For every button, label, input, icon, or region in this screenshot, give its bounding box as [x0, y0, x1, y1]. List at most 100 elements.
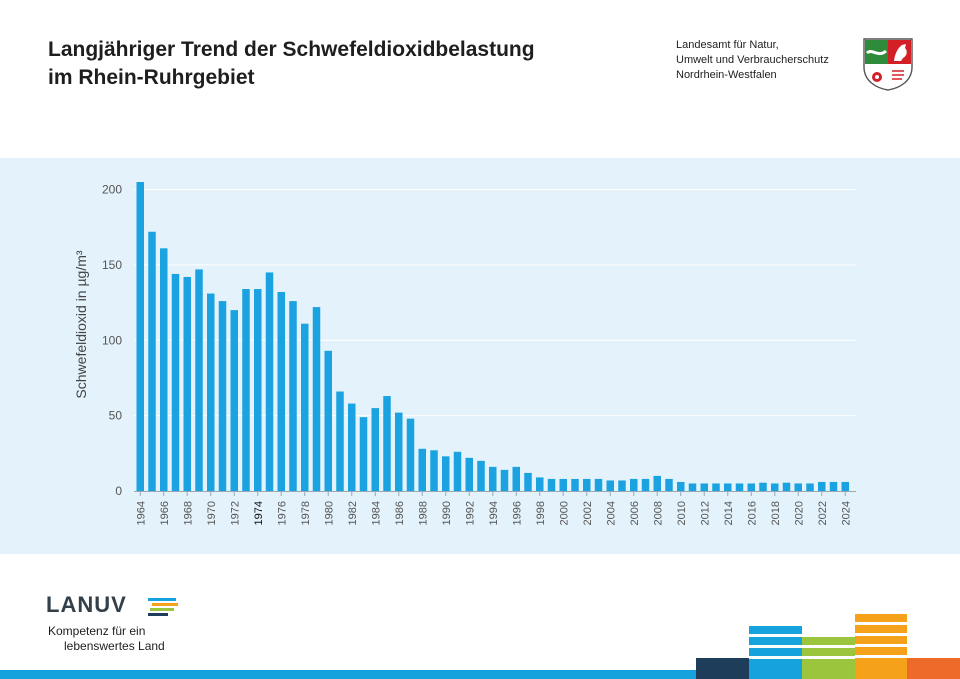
x-tick-label-2014: 2014: [723, 501, 735, 525]
x-tick-label-1970: 1970: [206, 501, 218, 525]
bar-1996: [512, 466, 520, 491]
title-line-1: Langjähriger Trend der Schwefeldioxidbel…: [48, 38, 535, 61]
bar-1990: [442, 456, 450, 491]
x-tick-label-2024: 2024: [840, 501, 852, 525]
tagline-line-1: Kompetenz für ein: [48, 624, 146, 638]
bar-1977: [289, 301, 297, 491]
page-title: Langjähriger Trend der Schwefeldioxidbel…: [48, 36, 648, 92]
bar-2016: [747, 483, 755, 491]
bar-1995: [500, 469, 509, 491]
bar-2000: [559, 478, 567, 491]
bar-1999: [547, 478, 556, 491]
bar-2020: [794, 483, 802, 491]
agency-line-3: Nordrhein-Westfalen: [676, 69, 777, 81]
bar-1975: [265, 272, 274, 491]
x-tick-label-1980: 1980: [323, 501, 335, 525]
x-tick-label-1998: 1998: [535, 501, 547, 525]
tagline-line-2: lebenswertes Land: [64, 639, 165, 653]
bar-2019: [782, 482, 791, 491]
bar-1992: [465, 457, 473, 491]
y-axis-label: Schwefeldioxid in µg/m³: [73, 250, 89, 398]
x-tick-label-1982: 1982: [347, 501, 359, 525]
x-tick-label-1994: 1994: [488, 501, 500, 525]
bar-1998: [536, 477, 544, 491]
footer-block-blue: [749, 626, 802, 679]
x-tick-label-2022: 2022: [817, 501, 829, 525]
bar-2012: [700, 483, 708, 491]
bar-1979: [312, 307, 321, 491]
bar-2011: [688, 483, 697, 491]
y-axis-ticks: 0 50 100 150 200: [102, 183, 122, 498]
bar-2014: [724, 483, 732, 491]
x-tick-label-2002: 2002: [582, 501, 594, 525]
bar-1973: [242, 289, 250, 491]
bar-2023: [829, 481, 838, 491]
bar-2010: [677, 481, 685, 491]
bar-2024: [841, 481, 849, 491]
bar-1985: [383, 396, 391, 491]
bar-1966: [160, 248, 168, 491]
bar-1981: [336, 391, 344, 491]
bar-2017: [759, 482, 767, 491]
bar-1991: [453, 451, 462, 491]
bar-1972: [230, 310, 238, 491]
bar-1969: [195, 269, 203, 491]
x-tick-label-1984: 1984: [370, 501, 382, 525]
bar-1965: [148, 231, 156, 491]
bar-1976: [277, 292, 285, 491]
bar-2002: [583, 478, 591, 491]
footer-block-orange: [855, 614, 907, 679]
so2-bar-chart: 0 50 100 150 200 1964 1966 1968 1970 1972 1974 197…: [73, 182, 856, 525]
x-tick-label-2016: 2016: [746, 501, 758, 525]
x-tick-label-1968: 1968: [182, 501, 194, 525]
x-tick-label-2008: 2008: [652, 501, 664, 525]
bar-2003: [594, 478, 603, 491]
bar-1971: [218, 301, 227, 491]
lanuv-tagline: Kompetenz für ein lebenswertes Land: [48, 624, 165, 654]
lanuv-stripes-icon: [148, 598, 178, 616]
footer-color-stripes: [0, 614, 960, 679]
bar-1994: [489, 466, 497, 491]
footer-base-stripe: [0, 670, 696, 679]
bar-1986: [395, 412, 403, 491]
title-line-2: im Rhein-Ruhrgebiet: [48, 66, 255, 89]
x-tick-label-2012: 2012: [699, 501, 711, 525]
bars: [136, 182, 849, 491]
bar-2008: [653, 475, 661, 491]
y-tick-label: 150: [102, 258, 122, 272]
x-tick-label-1986: 1986: [394, 501, 406, 525]
x-tick-label-1974: 1974: [253, 501, 265, 525]
agency-line-2: Umwelt und Verbraucherschutz: [676, 54, 829, 66]
x-tick-label-2004: 2004: [605, 501, 617, 525]
bar-2009: [665, 478, 673, 491]
nrw-coat-of-arms-icon: [863, 38, 913, 91]
x-tick-label-2018: 2018: [770, 501, 782, 525]
footer-block-red: [907, 658, 960, 679]
x-tick-label-1966: 1966: [159, 501, 171, 525]
bar-1978: [301, 323, 309, 491]
x-tick-label-1976: 1976: [276, 501, 288, 525]
x-tick-label-1964: 1964: [135, 501, 147, 525]
bar-2007: [641, 478, 650, 491]
x-axis-ticks: 1964 1966 1968 1970 1972 1974 1976 1978 1980 1982…: [135, 491, 852, 525]
footer-block-green: [802, 637, 855, 679]
bar-1984: [371, 408, 379, 491]
bar-2005: [618, 480, 626, 491]
lanuv-logo-text: LANUV: [46, 592, 127, 617]
bar-2004: [606, 480, 614, 491]
bar-1988: [418, 448, 426, 491]
x-tick-label-1992: 1992: [464, 501, 476, 525]
bar-1983: [359, 417, 368, 491]
bar-1964: [136, 182, 144, 491]
agency-name: Landesamt für Natur, Umwelt und Verbrauc…: [676, 38, 866, 83]
x-tick-label-1996: 1996: [511, 501, 523, 525]
x-tick-label-2020: 2020: [793, 501, 805, 525]
x-tick-label-2006: 2006: [629, 501, 641, 525]
agency-line-1: Landesamt für Natur,: [676, 39, 779, 51]
bar-1970: [207, 293, 215, 491]
bar-1980: [324, 350, 332, 491]
bar-2015: [735, 483, 744, 491]
y-tick-label: 200: [102, 183, 122, 197]
x-tick-label-1988: 1988: [417, 501, 429, 525]
x-tick-label-1978: 1978: [300, 501, 312, 525]
